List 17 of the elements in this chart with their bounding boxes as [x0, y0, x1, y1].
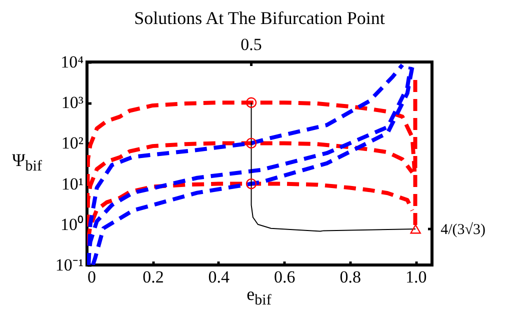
- y-tick-label: 10³: [61, 93, 84, 112]
- x-tick-label: 1.0: [405, 268, 427, 286]
- x-tick-label: 0.4: [208, 268, 230, 286]
- x-tick-label: 0: [88, 268, 96, 286]
- y-tick-label: 10⁴: [60, 52, 84, 72]
- x-axis-title: e$_{bif}$: [246, 284, 272, 309]
- y-tick-label: 10⁻¹: [55, 256, 84, 274]
- x-tick-label: 0.8: [340, 268, 361, 286]
- annotation: 4/(3√3): [440, 222, 486, 238]
- y-tick-label: 10¹: [61, 174, 84, 194]
- annotation: 0.5: [240, 35, 262, 54]
- y-axis-title: Ψ$_{bif}$: [11, 150, 43, 176]
- chart-title: Solutions At The Bifurcation Point: [134, 8, 385, 28]
- x-tick-label: 0.6: [274, 268, 296, 286]
- y-tick-label: 10⁰: [60, 214, 84, 234]
- y-tick-label: 10²: [61, 134, 84, 153]
- x-tick-label: 0.2: [142, 268, 164, 286]
